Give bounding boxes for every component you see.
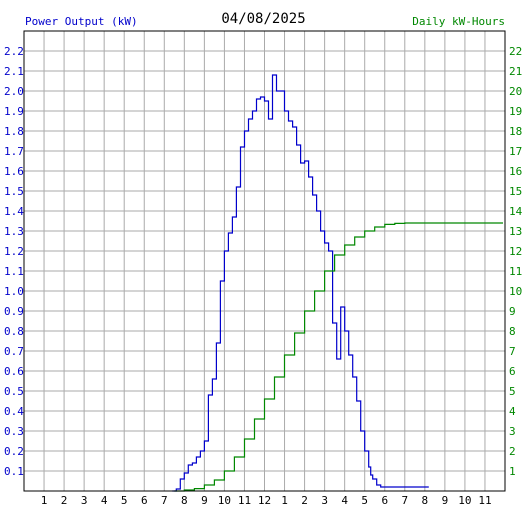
y-tick-label-left: 1.9 <box>4 105 24 118</box>
x-tick-label: 2 <box>61 494 68 507</box>
y-tick-label-right: 21 <box>509 65 522 78</box>
x-tick-label: 2 <box>301 494 308 507</box>
y-tick-label-right: 4 <box>509 405 516 418</box>
y-tick-label-right: 12 <box>509 245 522 258</box>
grid-lines <box>24 31 505 491</box>
left-axis-title: Power Output (kW) <box>25 15 138 28</box>
y-tick-label-right: 15 <box>509 185 522 198</box>
x-tick-label: 7 <box>161 494 168 507</box>
series-layer <box>172 74 503 492</box>
x-tick-label: 6 <box>141 494 148 507</box>
x-tick-label: 7 <box>401 494 408 507</box>
y-tick-label-left: 1.6 <box>4 165 24 178</box>
x-tick-label: 8 <box>422 494 429 507</box>
y-tick-label-left: 1.7 <box>4 145 24 158</box>
y-tick-label-right: 20 <box>509 85 522 98</box>
x-tick-label: 11 <box>238 494 251 507</box>
chart-date-title: 04/08/2025 <box>221 11 306 27</box>
y-tick-label-right: 18 <box>509 125 522 138</box>
y-tick-label-left: 0.1 <box>4 465 24 478</box>
y-tick-label-right: 22 <box>509 45 522 58</box>
y-tick-label-left: 1.1 <box>4 265 24 278</box>
y-tick-label-right: 16 <box>509 165 522 178</box>
y-tick-label-left: 0.7 <box>4 345 24 358</box>
y-tick-label-right: 10 <box>509 285 522 298</box>
y-tick-label-left: 1.2 <box>4 245 24 258</box>
y-tick-label-left: 1.0 <box>4 285 24 298</box>
y-tick-label-left: 0.3 <box>4 425 24 438</box>
y-tick-label-right: 11 <box>509 265 522 278</box>
plot-frame <box>23 30 506 492</box>
y-tick-label-right: 7 <box>509 345 516 358</box>
x-tick-label: 4 <box>341 494 348 507</box>
y-tick-label-left: 0.9 <box>4 305 24 318</box>
y-tick-label-right: 17 <box>509 145 522 158</box>
y-tick-label-left: 2.2 <box>4 45 24 58</box>
y-tick-label-right: 14 <box>509 205 523 218</box>
y-tick-label-left: 1.4 <box>4 205 24 218</box>
right-axis-title: Daily kW-Hours <box>412 15 505 28</box>
x-tick-label: 10 <box>458 494 471 507</box>
y-tick-label-right: 13 <box>509 225 522 238</box>
y-tick-label-left: 0.8 <box>4 325 24 338</box>
y-tick-label-left: 0.2 <box>4 445 24 458</box>
x-tick-label: 5 <box>361 494 368 507</box>
axis-frame <box>23 30 506 492</box>
x-tick-label: 9 <box>201 494 208 507</box>
series-line-power-output <box>172 74 429 492</box>
x-tick-label: 4 <box>101 494 108 507</box>
x-tick-label: 11 <box>478 494 491 507</box>
y-tick-label-left: 0.4 <box>4 405 24 418</box>
y-tick-label-right: 8 <box>509 325 516 338</box>
y-tick-label-right: 5 <box>509 385 516 398</box>
y-tick-label-left: 2.0 <box>4 85 24 98</box>
x-tick-label: 3 <box>81 494 88 507</box>
y-tick-label-right: 19 <box>509 105 522 118</box>
x-tick-label: 3 <box>321 494 328 507</box>
x-tick-label: 6 <box>381 494 388 507</box>
tick-labels: 0.1 0.2 0.3 0.4 0.5 0.6 0.7 0.8 0.9 1.0 1.1 1.2 1.3 1… <box>4 45 523 507</box>
y-tick-label-right: 9 <box>509 305 516 318</box>
x-tick-label: 8 <box>181 494 188 507</box>
x-tick-label: 1 <box>41 494 48 507</box>
y-tick-label-left: 0.5 <box>4 385 24 398</box>
y-tick-label-right: 1 <box>509 465 516 478</box>
y-tick-label-left: 1.5 <box>4 185 24 198</box>
y-tick-label-right: 3 <box>509 425 516 438</box>
y-tick-label-right: 6 <box>509 365 516 378</box>
x-tick-label: 12 <box>258 494 271 507</box>
x-tick-label: 1 <box>281 494 288 507</box>
x-tick-label: 9 <box>442 494 449 507</box>
y-tick-label-left: 1.3 <box>4 225 24 238</box>
y-tick-label-left: 2.1 <box>4 65 24 78</box>
x-tick-label: 5 <box>121 494 128 507</box>
y-tick-label-left: 1.8 <box>4 125 24 138</box>
x-tick-label: 10 <box>218 494 231 507</box>
y-tick-label-left: 0.6 <box>4 365 24 378</box>
y-tick-label-right: 2 <box>509 445 516 458</box>
series-line-daily-kwh <box>174 222 503 492</box>
